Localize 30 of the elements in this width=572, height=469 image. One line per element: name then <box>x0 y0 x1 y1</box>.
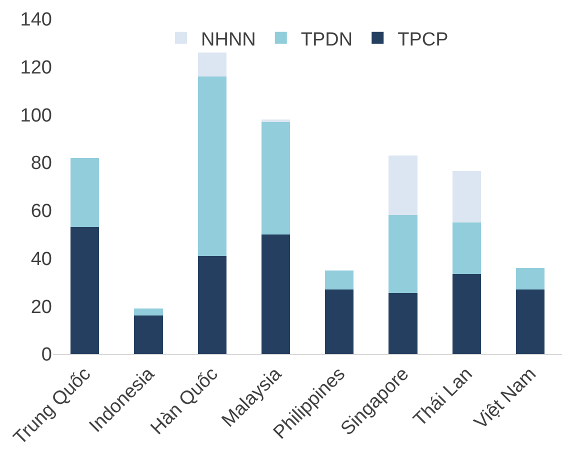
y-tick-label: 100 <box>20 105 52 126</box>
bar <box>516 268 544 290</box>
legend-label: TPDN <box>300 29 353 50</box>
bar <box>198 76 226 256</box>
y-tick-label: 140 <box>20 10 52 31</box>
bar <box>134 308 163 316</box>
y-tick-label: 80 <box>30 153 52 174</box>
bar <box>388 155 418 216</box>
bar <box>198 256 226 354</box>
bar <box>70 227 100 354</box>
bar <box>388 292 418 354</box>
bar <box>261 122 290 234</box>
bar <box>325 289 354 354</box>
bar <box>261 234 290 354</box>
bar <box>452 222 481 274</box>
y-tick-label: 20 <box>30 296 52 318</box>
bar <box>452 274 481 354</box>
bar <box>325 270 354 290</box>
y-tick-label: 0 <box>41 344 52 366</box>
bar <box>70 158 100 228</box>
bar <box>516 289 544 354</box>
legend-label: TPCP <box>398 29 448 50</box>
bar <box>452 170 481 222</box>
y-tick-label: 60 <box>30 201 52 222</box>
bar <box>134 316 163 354</box>
bar <box>388 215 418 293</box>
y-tick-label: 120 <box>20 58 52 79</box>
y-tick-label: 40 <box>30 248 52 270</box>
bar <box>198 52 226 76</box>
legend-label: NHNN <box>201 29 256 50</box>
